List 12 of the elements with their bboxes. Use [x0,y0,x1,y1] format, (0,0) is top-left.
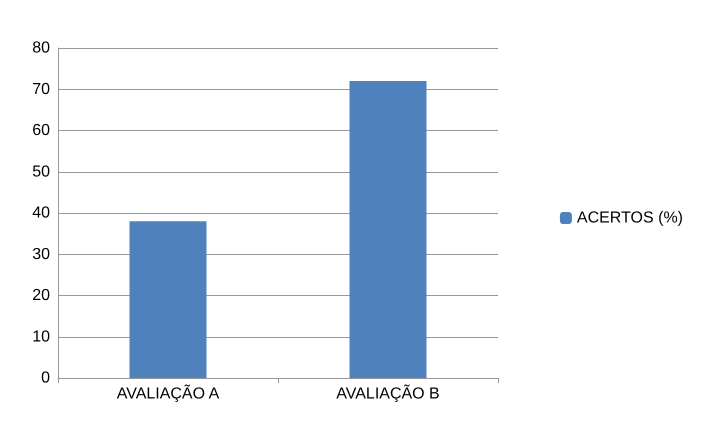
y-tick-label: 40 [32,204,50,222]
legend-label: ACERTOS (%) [576,210,683,226]
x-tick-label: AVALIAÇÃO A [116,384,220,402]
y-tick-label: 70 [32,80,50,98]
x-tick-label: AVALIAÇÃO B [336,384,440,402]
y-tick-label: 80 [32,40,50,56]
y-tick-label: 20 [32,287,50,304]
y-tick-label: 50 [32,163,50,180]
y-tick-label: 10 [32,328,50,346]
y-tick-label: 30 [32,246,50,263]
y-tick-label: 0 [41,370,50,386]
y-tick-label: 60 [32,122,50,139]
